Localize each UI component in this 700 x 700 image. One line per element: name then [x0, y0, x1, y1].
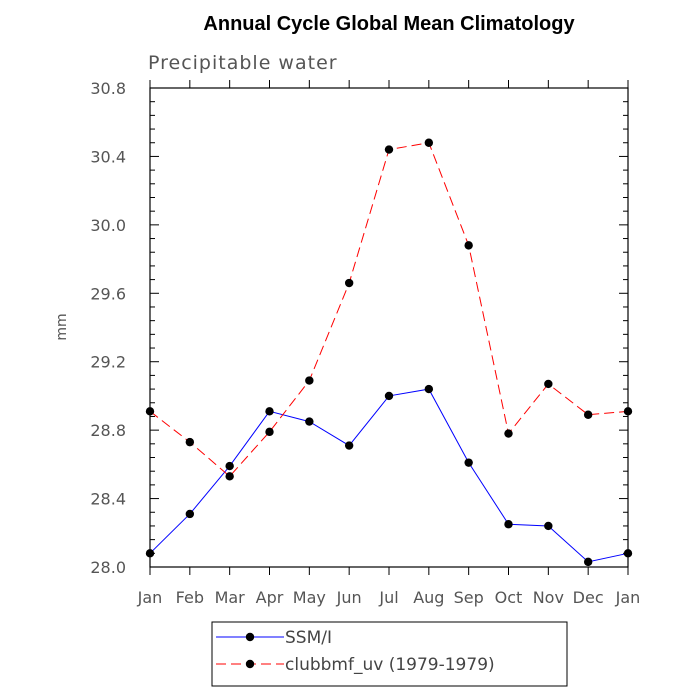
legend-label: SSM/I [285, 628, 332, 648]
plot-frame [149, 87, 629, 568]
data-point [185, 437, 195, 447]
data-point [145, 549, 155, 558]
data-point [344, 441, 354, 450]
data-point [583, 557, 593, 567]
x-tick-label: Mar [215, 588, 246, 607]
legend: SSM/I clubbmf_uv (1979-1979) [211, 621, 568, 687]
x-tick-label: Sep [454, 588, 484, 607]
data-point [623, 549, 633, 558]
data-point [464, 241, 473, 250]
data-point [424, 138, 434, 147]
data-point [623, 407, 633, 416]
series-line [149, 142, 629, 478]
data-point [265, 427, 274, 437]
y-tick-label: 30.0 [90, 216, 126, 235]
data-point [504, 520, 513, 529]
series-line [149, 388, 629, 563]
data-point [544, 521, 553, 531]
data-point [145, 407, 155, 416]
x-tick-label: Apr [256, 588, 284, 607]
data-point [384, 391, 394, 401]
data-point [464, 458, 473, 467]
data-point [265, 407, 274, 416]
data-point [424, 384, 434, 394]
x-tick-label: Jul [378, 588, 398, 607]
data-point [583, 410, 593, 419]
x-tick-label: Dec [573, 588, 604, 607]
x-tick-label: Jun [336, 588, 362, 607]
data-point [185, 509, 195, 519]
data-point [384, 145, 394, 154]
series-0 [145, 384, 633, 567]
y-tick-label: 28.0 [90, 558, 126, 577]
x-tick-label: Feb [176, 588, 204, 607]
data-point [305, 376, 314, 385]
y-tick-label: 29.2 [90, 353, 126, 372]
data-point [225, 461, 234, 471]
x-tick-label: Aug [413, 588, 444, 607]
y-tick-label: 29.6 [90, 284, 126, 303]
x-tick-label: May [293, 588, 326, 607]
axes: 28.0 28.4 28.8 29.2 29.6 30.0 30.4 30.8 Jan Feb Ma… [90, 79, 640, 607]
series-layer [145, 138, 633, 567]
x-tick-label: Nov [533, 588, 564, 607]
y-tick-label: 28.8 [90, 421, 126, 440]
data-point [344, 278, 354, 288]
data-point [305, 417, 314, 426]
chart-subtitle: Precipitable water [148, 52, 338, 74]
legend-marker [245, 632, 255, 642]
legend-box [211, 621, 568, 687]
legend-marker [245, 659, 255, 669]
x-tick-label: Jan [615, 588, 641, 607]
y-tick-label: 30.8 [90, 79, 126, 98]
y-tick-label: 28.4 [90, 490, 126, 509]
data-point [225, 472, 234, 481]
series-1 [145, 138, 633, 481]
x-tick-label: Jan [137, 588, 163, 607]
y-axis-label: mm [54, 313, 70, 340]
data-point [504, 429, 513, 438]
data-point [544, 379, 553, 389]
legend-label: clubbmf_uv (1979-1979) [285, 655, 495, 675]
y-tick-label: 30.4 [90, 147, 126, 166]
x-tick-label: Oct [495, 588, 523, 607]
chart-title: Annual Cycle Global Mean Climatology [203, 13, 575, 35]
